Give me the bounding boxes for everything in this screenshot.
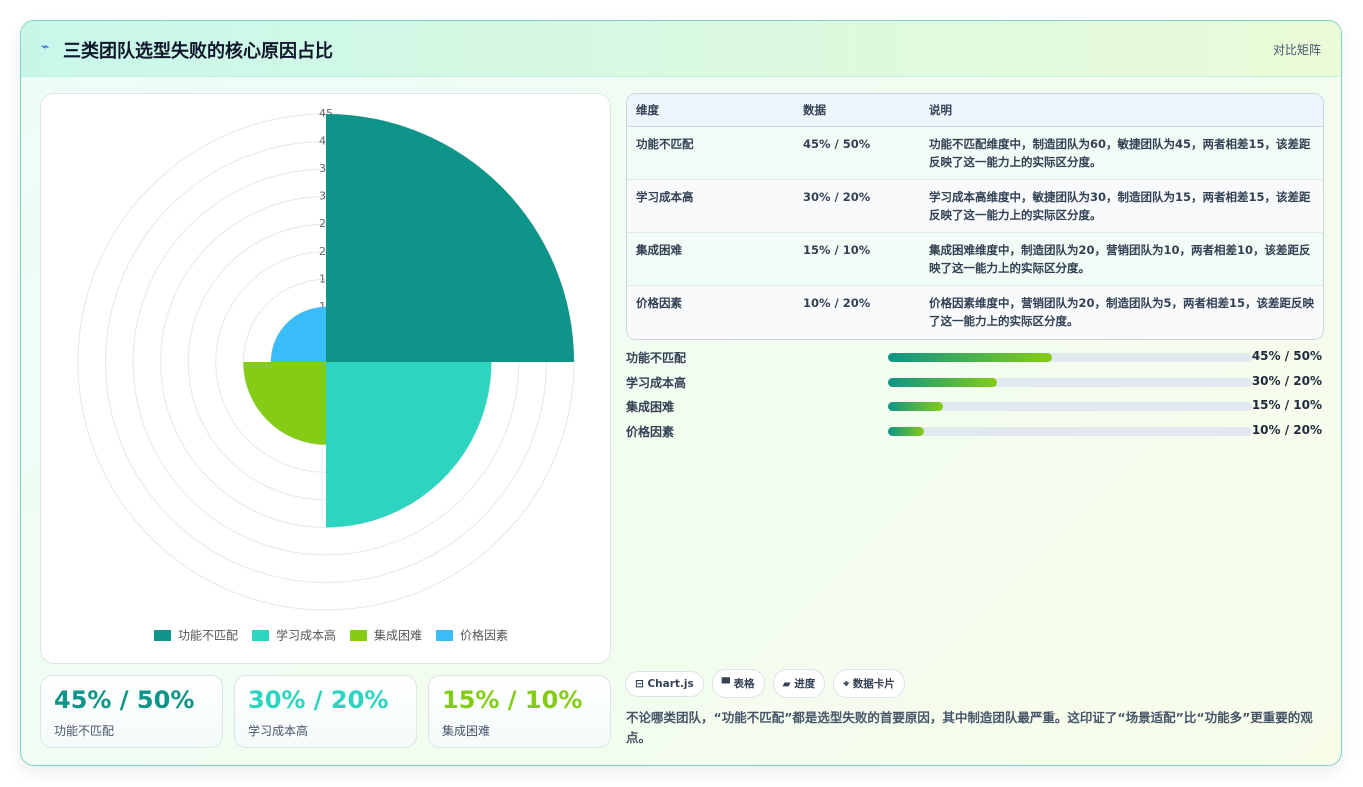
progress-track [888,402,1252,412]
table-row: 学习成本高 30% / 20% 学习成本高维度中，敏捷团队为30，制造团队为15，两… [627,180,1323,233]
progress-label: 功能不匹配 [626,351,687,365]
progress-value: 45% / 50% [1251,349,1322,363]
table-cell: 集成困难维度中，制造团队为20，营销团队为10，两者相差10，该差距反映了这一能… [920,233,1323,286]
table-cell: 价格因素 [627,286,794,339]
legend-swatch [154,630,171,641]
progress-track [888,353,1252,362]
tag: ▰ 进度 [772,669,826,698]
progress-label: 价格因素 [626,424,675,439]
legend-swatch [436,630,454,641]
table-cell: 价格因素维度中，营销团队为20，制造团队为5，两者相差15，该差距反映了这一能力… [920,286,1323,339]
polar-segment [270,306,326,362]
tag: ⌖ 数据卡片 [833,669,905,698]
legend-swatch [252,630,270,641]
tags: ⊟ Chart.js ▀ 表格 ▰ 进度 ⌖ 数据卡片 [625,669,913,698]
progress-value: 15% / 10% [1251,398,1322,413]
polar-segment [326,362,492,528]
table-cell: 学习成本高维度中，敏捷团队为30，制造团队为15，两者相差15，该差距反映了这一… [920,180,1323,233]
summary: 不论哪类团队，“功能不匹配”都是选型失败的首要原因，其中制造团队最严重。这印证了… [626,710,1313,745]
legend-label: 学习成本高 [276,628,336,643]
panel: ⌁ 三类团队选型失败的核心原因占比 对比矩阵 51015202530354045… [20,20,1342,766]
table-body: 功能不匹配 45% / 50% 功能不匹配维度中，制造团队为60，敏捷团队为45，两… [627,127,1323,339]
table-row: 价格因素 10% / 20% 价格因素维度中，营销团队为20，制造团队为5，两者相差… [627,286,1323,339]
header-tag: 对比矩阵 [1272,43,1321,57]
column-header: 数据 [794,94,920,127]
table-header: 维度 数据 说明 [627,94,1323,127]
table-cell: 学习成本高 [627,180,794,233]
progress-label: 集成困难 [626,400,675,415]
chart: 51015202530354045功能不匹配学习成本高集成困难价格因素 [77,107,575,643]
table-cell: 15% / 10% [794,233,920,286]
legend-label: 功能不匹配 [178,629,238,643]
table-cell: 功能不匹配维度中，制造团队为60，敏捷团队为45，两者相差15，该差距反映了这一… [920,127,1323,180]
polar-segment [243,362,326,445]
column-header: 说明 [920,94,1323,127]
stat-value: 30% / 20% [248,686,389,714]
table-cell: 45% / 50% [794,127,920,180]
progress-label: 学习成本高 [626,375,687,390]
chart-panel: 51015202530354045功能不匹配学习成本高集成困难价格因素 [40,93,611,664]
stat-card: 45% / 50% 功能不匹配 [40,675,223,748]
table-cell: 30% / 20% [794,180,920,233]
progress-track [888,426,1252,436]
progress-row: 功能不匹配 45% / 50% [626,347,1324,367]
polar-segment [326,114,574,362]
legend-swatch [350,630,368,641]
progress-fill [888,402,943,412]
progress-fill [888,353,1052,362]
progress-value: 30% / 20% [1251,373,1322,388]
table: 维度 数据 说明 功能不匹配 45% / 50% 功能不匹配维度中，制造团队为60，敏捷团… [626,93,1324,340]
stat-card: 15% / 10% 集成困难 [428,675,611,748]
legend-label: 价格因素 [460,628,508,643]
header-icon: ⌁ [41,39,50,55]
tag: ⊟ Chart.js [625,671,704,697]
progress-row: 学习成本高 30% / 20% [626,372,1324,392]
column-header: 维度 [627,94,794,127]
stat-value: 45% / 50% [54,686,195,714]
title: 三类团队选型失败的核心原因占比 [63,41,333,62]
table-row: 集成困难 15% / 10% 集成困难维度中，制造团队为20，营销团队为10，两者相… [627,233,1323,286]
stat-card: 30% / 20% 学习成本高 [234,675,417,748]
table-cell: 集成困难 [627,233,794,286]
stat-label: 学习成本高 [248,724,309,738]
progress-row: 集成困难 15% / 10% [626,396,1324,416]
progress-track [888,377,1252,387]
progress-value: 10% / 20% [1251,422,1322,437]
progress-fill [888,377,998,387]
stat-value: 15% / 10% [442,686,583,714]
legend-label: 集成困难 [374,628,422,643]
tag: ▀ 表格 [711,669,765,698]
stat-label: 功能不匹配 [54,724,115,738]
table-cell: 功能不匹配 [627,127,794,180]
table-row: 功能不匹配 45% / 50% 功能不匹配维度中，制造团队为60，敏捷团队为45，两… [627,127,1323,180]
header: ⌁ 三类团队选型失败的核心原因占比 对比矩阵 [21,21,1341,77]
stat-label: 集成困难 [442,724,491,738]
table-cell: 10% / 20% [794,286,920,339]
progress-row: 价格因素 10% / 20% [626,421,1324,441]
progress-fill [888,426,925,436]
